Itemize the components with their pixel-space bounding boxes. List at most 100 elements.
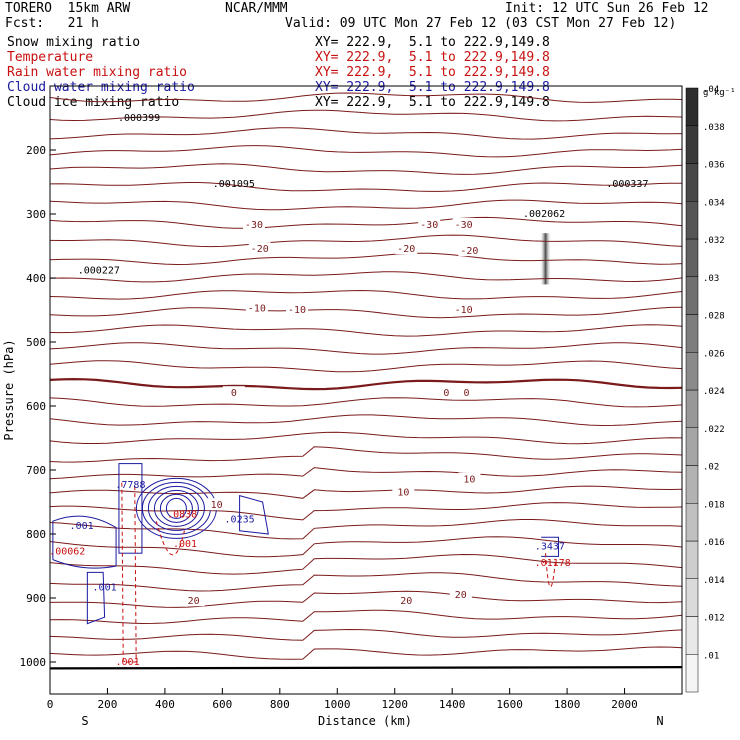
isotherm-label-bg [452,217,475,230]
y-tick-label: 300 [26,208,46,221]
colorbar-tick-label: .01 [703,651,719,661]
isotherm-line [49,252,683,266]
field-label: Rain water mixing ratio [7,65,188,80]
cloud-water-contour [147,485,205,531]
snow-shading [539,233,552,285]
isotherm-line [49,234,683,248]
isotherm-line [49,414,683,427]
isotherm-label: 0 [464,388,470,399]
cloud-water-contour [118,463,143,554]
maximum-label: .01178 [535,558,571,569]
isotherm-line [49,182,682,192]
x-tick-label: 2000 [611,698,638,711]
y-tick-label: 1000 [20,656,47,669]
x-tick-label: 0 [47,698,54,711]
isotherm-line [49,519,683,540]
isotherm-line [49,628,683,641]
isotherm-label-bg [395,594,418,607]
colorbar-swatch [685,314,699,353]
isotherm-label: 0 [231,388,237,399]
x-end-left: S [81,714,88,728]
isotherm-line [49,502,683,521]
isotherm-label: -30 [245,220,263,231]
x-axis-label: Distance (km) [318,714,412,728]
colorbar-tick-label: .014 [703,576,725,586]
maximum-label: .002062 [523,209,565,220]
field-label: Cloud water mixing ratio [7,80,195,95]
isotherm-line [49,127,683,140]
isotherm-label: -20 [251,244,269,255]
y-tick-label: 500 [26,336,46,349]
colorbar-tick-label: .026 [703,349,725,359]
colorbar-swatch [685,389,699,428]
isotherm-line [49,145,683,158]
colorbar-swatch [685,238,699,277]
colorbar-tick-label: .03 [703,274,719,284]
isotherm-label-bg [248,242,271,255]
cloud-water-contour [86,571,106,625]
isotherm-line [49,467,683,480]
isotherm-label: 10 [397,487,409,498]
field-xy: XY= 222.9, 5.1 to 222.9,149.8 [315,80,550,95]
valid-time: Valid: 09 UTC Mon 27 Feb 12 (03 CST Mon … [285,16,677,31]
field-label: Temperature [7,50,94,65]
maximum-label: .001 [93,582,117,593]
colorbar-swatch [685,352,699,391]
colorbar-swatch [685,87,699,126]
colorbar-tick-label: .022 [703,425,725,435]
colorbar-swatch [685,465,699,504]
isotherm-label: -30 [420,220,438,231]
isotherm-line [49,109,683,122]
colorbar-swatch [685,540,699,579]
cloud-water-contour [165,497,187,519]
colorbar-tick-label: .018 [703,500,725,510]
colorbar-tick-label: .012 [703,614,725,624]
ground-line [49,666,683,670]
x-tick-label: 1800 [554,698,581,711]
maximum-label: .7788 [115,480,145,491]
isotherm-line [49,553,683,575]
colorbar-tick-label: .038 [703,123,725,133]
maximum-label: .001 [70,521,94,532]
isotherm-label-bg [392,485,415,498]
isotherm-label-bg [245,301,268,314]
maximum-label: .000399 [118,113,160,124]
init-time: Init: 12 UTC Sun 26 Feb 12 [505,1,709,16]
isotherm-label: -10 [288,305,306,316]
cloud-water-contour [159,493,193,523]
colorbar-tick-label: .02 [703,463,719,473]
isotherm-label-bg [458,472,481,485]
x-tick-label: 600 [212,698,232,711]
isotherm-line [49,289,683,300]
colorbar-tick-label: .034 [703,198,725,208]
maximum-label: .001095 [213,179,255,190]
plot-frame [49,85,683,695]
isotherm-label-bg [455,386,478,399]
isotherm-label-bg [182,594,205,607]
isotherm-label: 10 [211,500,223,511]
isotherm-label: 20 [400,596,412,607]
isotherm-label: -20 [460,246,478,257]
colorbar-tick-label: .028 [703,312,725,322]
colorbar-swatch [685,503,699,542]
colorbar-tick-label: .04 [703,85,719,95]
x-tick-label: 1000 [324,698,351,711]
x-tick-label: 400 [155,698,175,711]
isotherm-line [49,590,683,608]
isotherm-line [49,431,683,445]
colorbar-swatch [685,578,699,617]
y-tick-label: 600 [26,400,46,413]
maximum-label: .0235 [225,514,255,525]
isotherm-label-bg [418,217,441,230]
x-tick-label: 1600 [496,698,523,711]
isotherm-label-bg [222,386,245,399]
rain-water-contour [155,521,186,556]
isotherm-line [49,324,683,337]
colorbar-tick-label: .016 [703,538,725,548]
colorbar-swatch [685,427,699,466]
maximum-label: .000227 [78,266,120,277]
cloud-water-contour [239,494,269,535]
x-end-right: N [656,714,663,728]
colorbar-tick-label: .032 [703,236,725,246]
